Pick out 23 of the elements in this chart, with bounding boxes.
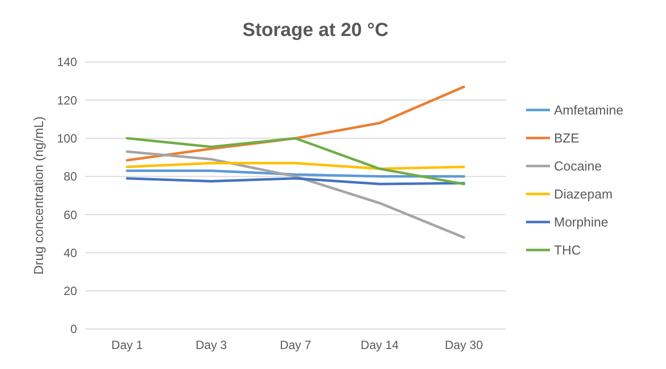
line-series (126, 137, 466, 186)
y-tick-label: 100 (56, 131, 78, 146)
line-series (126, 150, 466, 239)
legend-label: Cocaine (554, 158, 602, 174)
legend-label: THC (554, 242, 581, 258)
y-tick-label: 60 (64, 208, 78, 222)
x-tick-label: Day 1 (111, 338, 144, 352)
x-tick-label: Day 3 (196, 338, 228, 352)
y-tick-label: 80 (64, 170, 78, 184)
y-tick-label: 40 (64, 246, 78, 260)
y-tick-label: 0 (70, 322, 78, 336)
x-tick-label: Day 14 (360, 338, 400, 352)
legend-label: BZE (554, 130, 580, 146)
y-axis-title: Drug concentration (ng/mL) (31, 116, 46, 275)
legend-label: Amfetamine (554, 102, 624, 118)
chart-title: Storage at 20 °C (242, 20, 389, 41)
y-tick-label: 20 (64, 284, 78, 298)
y-tick-label: 120 (56, 93, 78, 108)
legend-label: Morphine (554, 214, 608, 230)
x-tick-label: Day 30 (444, 338, 484, 352)
legend-label: Diazepam (554, 186, 613, 202)
x-tick-label: Day 7 (280, 338, 312, 352)
y-tick-label: 140 (56, 55, 78, 70)
